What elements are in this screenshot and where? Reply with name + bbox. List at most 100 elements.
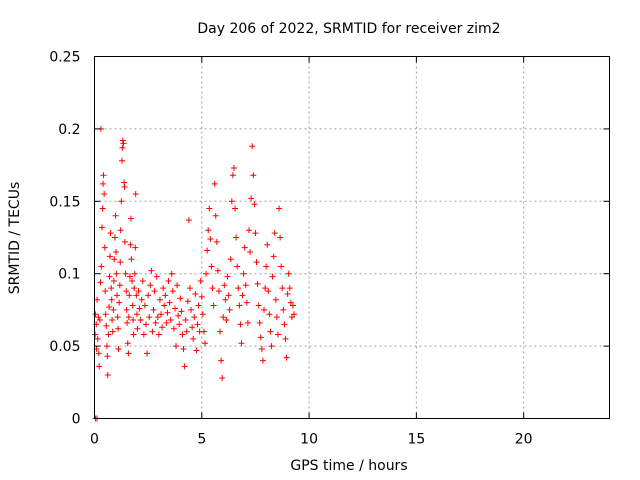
data-point <box>107 230 114 237</box>
data-point <box>94 335 101 342</box>
data-point <box>122 270 129 277</box>
data-point <box>289 302 296 309</box>
data-point <box>285 270 292 277</box>
data-point <box>184 298 191 305</box>
data-point <box>161 302 168 309</box>
data-point <box>281 321 288 328</box>
data-point <box>106 273 113 280</box>
data-point <box>232 205 239 212</box>
data-point <box>239 292 246 299</box>
data-point <box>159 324 166 331</box>
data-point <box>124 319 131 326</box>
data-point <box>120 140 127 147</box>
data-point <box>253 259 260 266</box>
data-point <box>224 273 231 280</box>
data-point <box>213 238 220 245</box>
data-point <box>181 363 188 370</box>
data-point <box>203 270 210 277</box>
data-point <box>114 314 121 321</box>
data-point <box>131 285 138 292</box>
data-point <box>247 248 254 255</box>
data-point <box>277 234 284 241</box>
data-point <box>236 302 243 309</box>
data-point <box>136 305 143 312</box>
data-point <box>106 304 113 311</box>
chart-title: Day 206 of 2022, SRMTID for receiver zim… <box>197 21 500 37</box>
data-point <box>156 296 163 303</box>
data-point <box>193 347 200 354</box>
data-point <box>153 273 160 280</box>
data-point <box>243 299 250 306</box>
y-tick-label: 0 <box>72 412 81 428</box>
data-point <box>133 311 140 318</box>
data-point <box>276 205 283 212</box>
data-point <box>167 317 174 324</box>
data-point <box>140 331 147 338</box>
data-point <box>252 230 259 237</box>
data-point <box>100 172 107 179</box>
data-point <box>147 282 154 289</box>
data-point <box>264 241 271 248</box>
data-point <box>197 277 204 284</box>
data-point <box>118 157 125 164</box>
data-point <box>219 374 226 381</box>
data-point <box>166 299 173 306</box>
data-point <box>158 311 165 318</box>
data-point <box>173 343 180 350</box>
data-point <box>128 256 135 263</box>
data-point <box>246 227 252 234</box>
grid <box>94 56 610 419</box>
data-point <box>286 285 293 292</box>
data-point <box>222 296 229 303</box>
data-point <box>251 201 258 208</box>
data-point <box>121 238 128 245</box>
data-point <box>103 343 110 350</box>
data-point <box>125 314 132 321</box>
data-point <box>226 306 233 313</box>
data-point <box>132 244 139 251</box>
data-point <box>130 331 137 338</box>
data-point <box>163 319 170 326</box>
data-point <box>138 296 145 303</box>
data-point <box>117 259 124 266</box>
data-point <box>97 279 104 286</box>
data-point <box>145 292 152 299</box>
data-point <box>139 277 146 284</box>
data-point <box>234 263 241 270</box>
data-point <box>248 195 255 202</box>
data-point <box>235 285 242 292</box>
data-point <box>211 180 218 187</box>
plot-frame <box>94 56 610 419</box>
data-point <box>111 256 118 263</box>
data-points <box>92 125 298 422</box>
data-point <box>254 280 261 287</box>
data-point <box>191 314 198 321</box>
data-point <box>262 285 269 292</box>
data-point <box>265 288 272 295</box>
data-point <box>179 331 186 338</box>
data-point <box>124 340 131 347</box>
data-point <box>185 217 192 224</box>
data-point <box>132 191 139 198</box>
data-point <box>195 302 202 309</box>
data-point <box>123 306 130 313</box>
data-point <box>180 345 187 352</box>
data-point <box>189 324 196 331</box>
data-point <box>101 244 108 251</box>
data-point <box>242 282 249 289</box>
data-point <box>118 198 125 205</box>
data-point <box>95 350 102 357</box>
y-tick-label: 0.2 <box>58 122 80 138</box>
data-point <box>175 312 182 319</box>
data-point <box>129 302 136 309</box>
data-point <box>92 311 99 318</box>
data-point <box>261 306 268 313</box>
data-point <box>106 253 113 260</box>
data-point <box>148 267 155 274</box>
data-point <box>267 328 274 335</box>
data-point <box>94 296 101 303</box>
data-point <box>141 302 148 309</box>
data-point <box>244 319 251 326</box>
data-point <box>112 212 119 219</box>
data-point <box>199 311 206 318</box>
